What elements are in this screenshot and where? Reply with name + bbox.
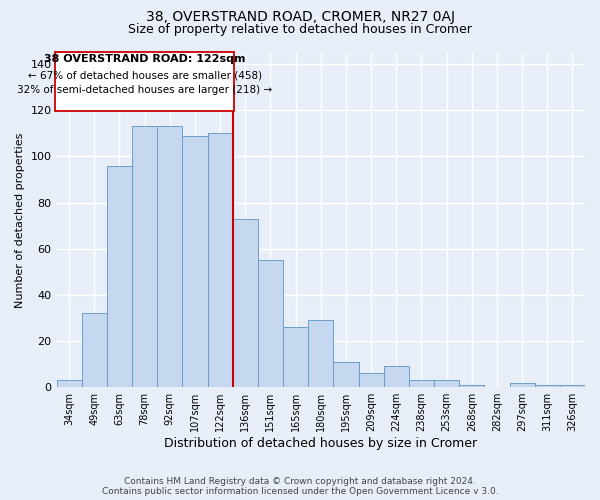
Bar (308, 320, 334, 387)
Bar (208, 134, 233, 387)
Bar (434, 380, 459, 387)
Y-axis label: Number of detached properties: Number of detached properties (15, 132, 25, 308)
Bar (82, 314, 107, 387)
Text: Contains HM Land Registry data © Crown copyright and database right 2024.: Contains HM Land Registry data © Crown c… (124, 478, 476, 486)
Bar (157, 126, 182, 387)
Bar (233, 218, 258, 387)
Bar (283, 327, 308, 387)
Bar (509, 382, 535, 387)
Bar (258, 260, 283, 387)
Text: Size of property relative to detached houses in Cromer: Size of property relative to detached ho… (128, 22, 472, 36)
Bar (334, 362, 359, 387)
Bar (383, 366, 409, 387)
Bar (459, 385, 484, 387)
Bar (359, 374, 383, 387)
Bar (560, 385, 585, 387)
Text: 32% of semi-detached houses are larger (218) →: 32% of semi-detached houses are larger (… (17, 85, 272, 95)
Bar (56, 380, 82, 387)
X-axis label: Distribution of detached houses by size in Cromer: Distribution of detached houses by size … (164, 437, 478, 450)
Text: Contains public sector information licensed under the Open Government Licence v : Contains public sector information licen… (101, 488, 499, 496)
Text: 38, OVERSTRAND ROAD, CROMER, NR27 0AJ: 38, OVERSTRAND ROAD, CROMER, NR27 0AJ (146, 10, 455, 24)
Text: ← 67% of detached houses are smaller (458): ← 67% of detached houses are smaller (45… (28, 70, 262, 80)
Bar (132, 126, 157, 387)
Bar (182, 136, 208, 387)
Bar (409, 380, 434, 387)
Bar (535, 385, 560, 387)
Text: 38 OVERSTRAND ROAD: 122sqm: 38 OVERSTRAND ROAD: 122sqm (44, 54, 245, 64)
Bar (107, 166, 132, 387)
